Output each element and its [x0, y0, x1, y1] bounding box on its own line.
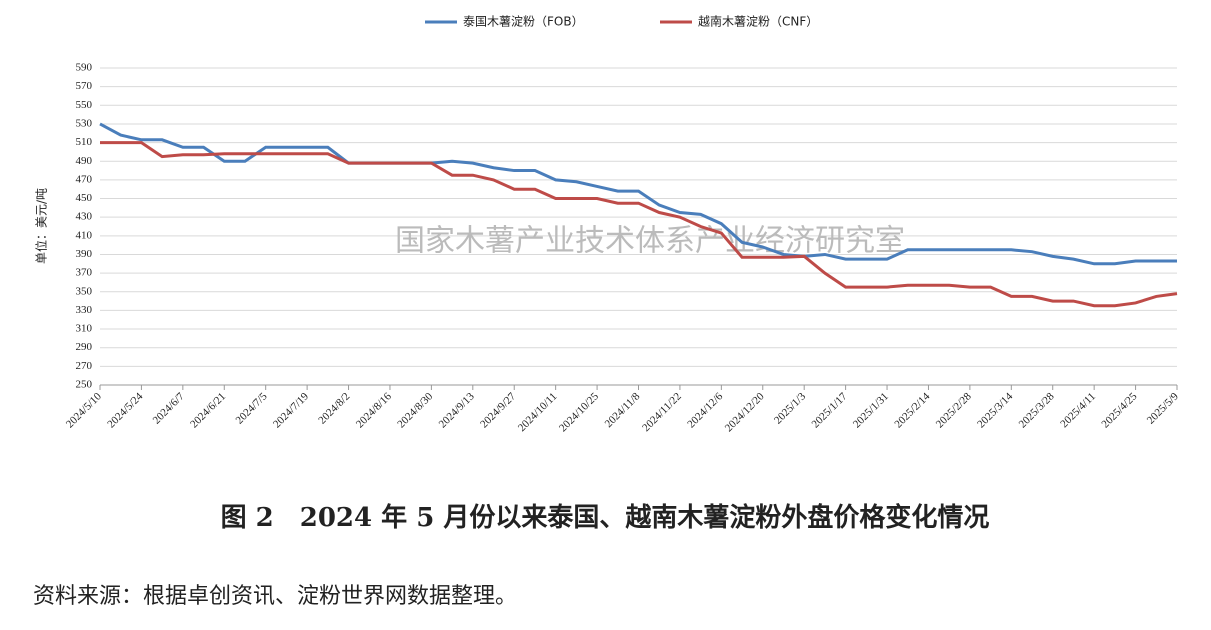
y-tick-label: 270 — [76, 360, 93, 372]
y-tick-label: 490 — [76, 155, 93, 167]
x-tick-label: 2024/5/24 — [105, 390, 145, 430]
source-note: 资料来源：根据卓创资讯、淀粉世界网数据整理。 — [33, 584, 517, 609]
y-tick-label: 530 — [76, 117, 93, 129]
y-tick-label: 510 — [76, 136, 93, 148]
x-tick-label: 2024/10/11 — [516, 390, 560, 434]
y-tick-label: 430 — [76, 211, 93, 223]
x-tick-label: 2024/11/8 — [603, 390, 643, 430]
x-tick-label: 2024/7/5 — [233, 390, 269, 426]
x-tick-label: 2025/5/9 — [1145, 390, 1181, 426]
legend-label: 越南木薯淀粉（CNF） — [698, 14, 818, 29]
x-tick-label: 2025/1/3 — [772, 390, 808, 426]
x-tick-label: 2024/8/2 — [316, 390, 352, 426]
y-tick-label: 310 — [76, 323, 93, 335]
x-tick-label: 2025/4/25 — [1099, 390, 1139, 430]
x-tick-label: 2024/9/13 — [437, 390, 477, 430]
y-tick-label: 570 — [76, 80, 93, 92]
legend-label: 泰国木薯淀粉（FOB） — [463, 15, 584, 29]
y-tick-label: 450 — [76, 192, 93, 204]
y-tick-label: 590 — [76, 62, 93, 74]
x-tick-label: 2025/3/28 — [1017, 390, 1057, 430]
y-tick-label: 330 — [76, 304, 93, 316]
watermark: 国家木薯产业技术体系产业经济研究室 — [395, 224, 905, 259]
x-tick-label: 2024/5/10 — [64, 390, 104, 430]
y-axis-label: 单位：美元/吨 — [34, 188, 49, 264]
y-tick-label: 550 — [76, 99, 93, 111]
x-tick-label: 2024/12/6 — [685, 390, 725, 430]
x-tick-label: 2024/8/30 — [395, 390, 435, 430]
x-tick-label: 2025/4/11 — [1058, 390, 1098, 430]
x-tick-label: 2024/8/16 — [354, 390, 394, 430]
x-tick-label: 2025/1/31 — [851, 390, 891, 430]
y-tick-label: 370 — [76, 267, 93, 279]
figure-caption: 图 2 2024 年 5 月份以来泰国、越南木薯淀粉外盘价格变化情况 — [221, 502, 990, 533]
x-tick-label: 2025/1/17 — [809, 390, 849, 430]
x-tick-label: 2025/2/28 — [934, 390, 974, 430]
x-tick-label: 2024/6/21 — [188, 390, 228, 430]
y-tick-label: 390 — [76, 248, 93, 260]
x-tick-label: 2025/2/14 — [892, 390, 932, 430]
x-tick-label: 2024/9/27 — [478, 390, 518, 430]
y-tick-label: 290 — [76, 341, 93, 353]
x-tick-label: 2025/3/14 — [975, 390, 1015, 430]
x-tick-label: 2024/10/25 — [557, 390, 601, 434]
y-tick-label: 350 — [76, 285, 93, 297]
x-tick-label: 2024/6/7 — [151, 390, 187, 426]
y-tick-label: 250 — [76, 379, 93, 391]
y-tick-label: 410 — [76, 229, 93, 241]
x-tick-label: 2024/12/20 — [723, 390, 767, 434]
x-tick-label: 2024/11/22 — [640, 390, 684, 434]
y-tick-label: 470 — [76, 173, 93, 185]
series-line — [99, 122, 1177, 266]
x-tick-label: 2024/7/19 — [271, 390, 311, 430]
series-line — [100, 141, 1178, 308]
